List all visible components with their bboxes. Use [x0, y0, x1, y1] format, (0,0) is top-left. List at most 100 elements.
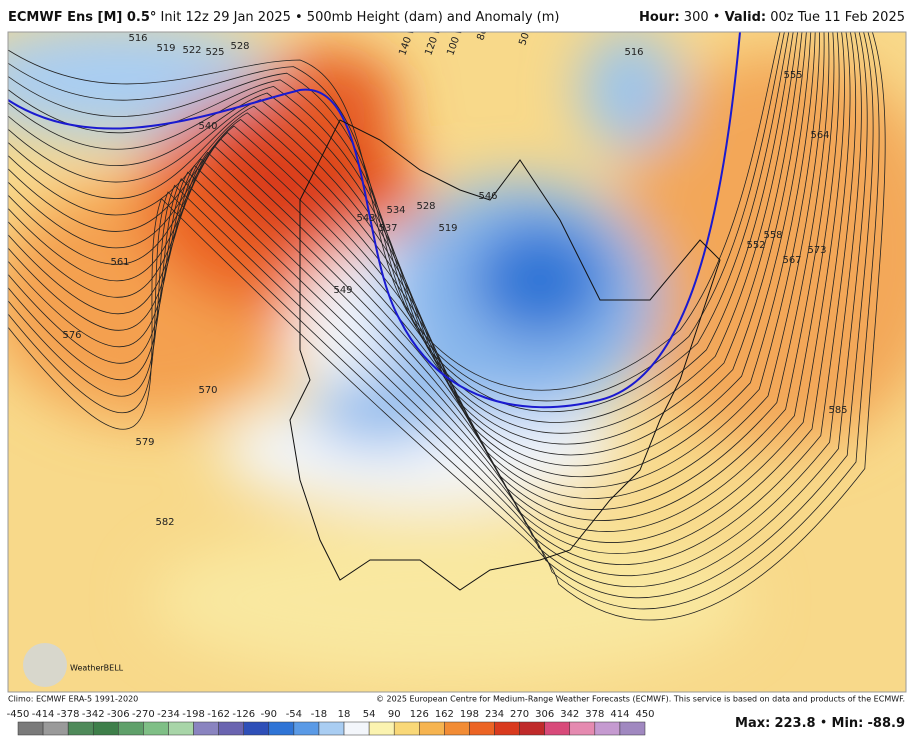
- colorbar-swatch: [243, 721, 270, 736]
- valid-label: Valid:: [725, 10, 767, 25]
- contour-line: [8, 32, 868, 588]
- model: ECMWF Ens [M] 0.5°: [8, 10, 156, 25]
- colorbar-label: 342: [560, 709, 579, 720]
- colorbar-swatch: [118, 721, 144, 736]
- colorbar-swatch: [444, 721, 470, 736]
- colorbar-label: 234: [485, 709, 504, 720]
- colorbar-swatch: [143, 721, 169, 736]
- colorbar-label: -126: [232, 709, 255, 720]
- colorbar-swatch: [368, 721, 395, 736]
- contour-label: 525: [205, 47, 224, 58]
- contour-line: [8, 32, 807, 456]
- contour-line: [8, 32, 880, 610]
- map-frame: [7, 31, 907, 693]
- contour-label: 567: [782, 255, 801, 266]
- colorbar-swatch: [494, 721, 520, 736]
- contour-label: 582: [155, 517, 174, 528]
- max-min: Max: 223.8 • Min: -88.9: [735, 716, 905, 731]
- colorbar-label: 270: [510, 709, 529, 720]
- contour-label: 519: [438, 223, 457, 234]
- contour-line: [8, 32, 874, 599]
- min: -88.9: [868, 716, 905, 731]
- min-label: Min:: [832, 716, 864, 731]
- colorbar-label: 18: [338, 709, 351, 720]
- colorbar: -450 -414 -378 -342 -306 -270 -234 -198 -162 -126…: [7, 709, 655, 736]
- contour-label: 564: [810, 130, 829, 141]
- colorbar-label: -342: [82, 709, 105, 720]
- header-left: ECMWF Ens [M] 0.5° Init 12z 29 Jan 2025 …: [8, 10, 559, 25]
- colorbar-label: -450: [7, 709, 30, 720]
- colorbar-label: 126: [410, 709, 429, 720]
- colorbar-swatch: [419, 721, 445, 736]
- colorbar-swatch: [393, 721, 420, 736]
- colorbar-label: -306: [107, 709, 130, 720]
- copyright: © 2025 European Centre for Medium-Range …: [376, 695, 905, 704]
- contour-line: [8, 32, 886, 621]
- colorbar-label: 90: [388, 709, 401, 720]
- contour-label: 555: [783, 70, 802, 81]
- colorbar-swatch: [619, 721, 646, 736]
- contour-label: 522: [182, 45, 201, 56]
- coastline: [289, 119, 721, 591]
- colorbar-swatch: [218, 721, 244, 736]
- colorbar-label: -162: [207, 709, 230, 720]
- colorbar-label: -18: [311, 709, 327, 720]
- contour-label: 540: [198, 121, 217, 132]
- colorbar-swatch: [17, 721, 44, 736]
- colorbar-label: -378: [57, 709, 80, 720]
- contour-label: 534: [386, 205, 405, 216]
- colorbar-swatch: [168, 721, 194, 736]
- colorbar-swatch: [544, 721, 571, 736]
- contour-label: 570: [198, 385, 217, 396]
- colorbar-swatch: [569, 721, 596, 736]
- contour-label: 519: [156, 43, 175, 54]
- colorbar-swatch: [92, 721, 119, 736]
- colorbar-label: 198: [460, 709, 479, 720]
- contour-line: [8, 32, 781, 391]
- colorbar-label: 414: [610, 709, 629, 720]
- colorbar-swatch: [519, 721, 545, 736]
- reference-contour: [8, 32, 741, 409]
- colorbar-label: 450: [635, 709, 654, 720]
- contour-label: 546: [478, 191, 497, 202]
- contour-label: 528: [416, 201, 435, 212]
- header-right: Hour: 300 • Valid: 00z Tue 11 Feb 2025: [639, 10, 905, 25]
- map: 516 519 522 525 528 540 561 576 570 579 582 585 573 5…: [8, 14, 906, 692]
- colorbar-swatch: [594, 721, 621, 736]
- anomaly-field: [8, 32, 906, 680]
- contours: [8, 32, 886, 621]
- contour-label: 579: [135, 437, 154, 448]
- colorbar-label: -234: [157, 709, 180, 720]
- colorbar-label: 378: [585, 709, 604, 720]
- valid: 00z Tue 11 Feb 2025: [770, 10, 905, 25]
- contour-label: 528: [230, 41, 249, 52]
- max-label: Max:: [735, 716, 770, 731]
- contour-label: 561: [110, 257, 129, 268]
- colorbar-label: 54: [363, 709, 376, 720]
- max: 223.8: [774, 716, 815, 731]
- contour-label: 585: [828, 405, 847, 416]
- colorbar-label: -414: [32, 709, 55, 720]
- colorbar-swatch: [193, 721, 219, 736]
- colorbar-swatch: [268, 721, 295, 736]
- contour-label: 573: [807, 245, 826, 256]
- colorbar-swatch: [293, 721, 320, 736]
- colorbar-label: 162: [435, 709, 454, 720]
- hour: 300: [684, 10, 709, 25]
- description: Init 12z 29 Jan 2025 • 500mb Height (dam…: [161, 10, 560, 25]
- colorbar-swatch: [343, 721, 370, 736]
- colorbar-label: -198: [182, 709, 205, 720]
- logo: WeatherBELL: [70, 664, 124, 673]
- hour-label: Hour:: [639, 10, 680, 25]
- contour-label: 516: [624, 47, 643, 58]
- contour-label: 558: [763, 230, 782, 241]
- logo-mark: [23, 643, 67, 687]
- longitude-label: 80 W: [475, 14, 494, 42]
- contour-label: 549: [333, 285, 352, 296]
- colorbar-swatch: [469, 721, 495, 736]
- colorbar-swatch: [67, 721, 94, 736]
- contour-label: 576: [62, 330, 81, 341]
- colorbar-swatch: [42, 721, 69, 736]
- contour-label: 543: [356, 213, 375, 224]
